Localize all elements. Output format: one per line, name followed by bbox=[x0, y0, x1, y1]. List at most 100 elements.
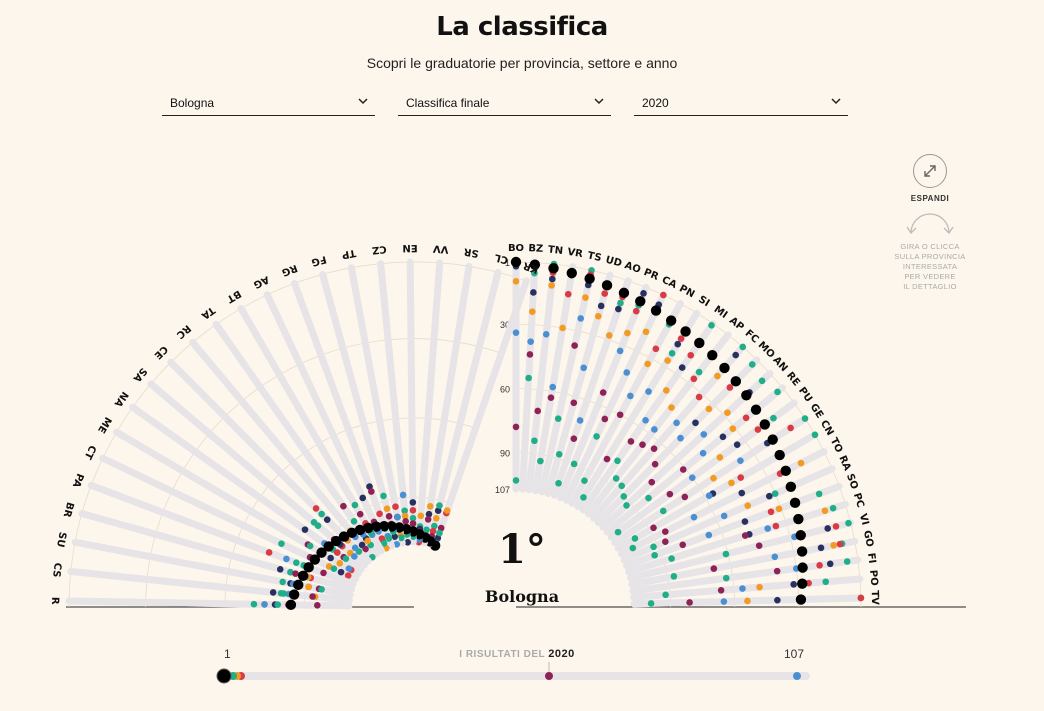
sector-dot[interactable] bbox=[773, 567, 781, 575]
province-bar[interactable] bbox=[626, 519, 855, 582]
final-rank-dot[interactable] bbox=[346, 527, 358, 539]
sector-dot[interactable] bbox=[620, 493, 628, 500]
sector-dot[interactable] bbox=[366, 483, 373, 490]
sector-dot[interactable] bbox=[351, 544, 359, 552]
sector-dot[interactable] bbox=[832, 523, 840, 530]
province-bar[interactable] bbox=[212, 320, 381, 558]
sector-dot[interactable] bbox=[385, 535, 393, 542]
sector-dot[interactable] bbox=[829, 504, 837, 512]
final-rank-dot[interactable] bbox=[719, 362, 730, 374]
province-label[interactable]: FI bbox=[865, 552, 877, 564]
sector-dot[interactable] bbox=[623, 502, 630, 509]
sector-dot[interactable] bbox=[772, 522, 780, 530]
sector-dot[interactable] bbox=[631, 535, 639, 542]
sector-dot[interactable] bbox=[755, 542, 763, 550]
sector-dot[interactable] bbox=[674, 340, 682, 348]
sector-dot[interactable] bbox=[652, 345, 660, 353]
province-label[interactable]: TV bbox=[869, 590, 880, 605]
rank-slider[interactable] bbox=[200, 660, 840, 690]
final-rank-dot[interactable] bbox=[323, 541, 334, 552]
final-rank-dot[interactable] bbox=[680, 326, 691, 337]
sector-dot[interactable] bbox=[531, 437, 538, 445]
province-label[interactable]: BO bbox=[508, 243, 524, 254]
final-rank-dot[interactable] bbox=[584, 273, 595, 284]
sector-dot[interactable] bbox=[351, 501, 359, 509]
sector-dot[interactable] bbox=[327, 554, 334, 562]
final-rank-dot[interactable] bbox=[566, 267, 577, 279]
sector-dot[interactable] bbox=[280, 590, 287, 597]
sector-dot[interactable] bbox=[425, 510, 433, 518]
sector-dot[interactable] bbox=[393, 541, 401, 548]
sector-dot[interactable] bbox=[616, 411, 624, 419]
province-label[interactable]: CL bbox=[493, 251, 510, 265]
sector-dot[interactable] bbox=[362, 545, 369, 553]
sector-dot[interactable] bbox=[774, 388, 781, 396]
sector-dot[interactable] bbox=[744, 597, 751, 605]
sector-dot[interactable] bbox=[737, 457, 744, 464]
sector-dot[interactable] bbox=[279, 578, 286, 586]
sector-dot[interactable] bbox=[845, 519, 852, 527]
sector-dot[interactable] bbox=[717, 586, 725, 594]
sector-dot[interactable] bbox=[764, 525, 771, 532]
sector-dot[interactable] bbox=[742, 414, 750, 422]
sector-dot[interactable] bbox=[250, 600, 258, 608]
sector-dot[interactable] bbox=[554, 415, 562, 423]
sector-dot[interactable] bbox=[650, 445, 658, 452]
sector-dot[interactable] bbox=[650, 543, 657, 551]
province-label[interactable]: TA bbox=[199, 304, 217, 321]
province-label[interactable]: PA bbox=[70, 472, 85, 489]
final-rank-dot[interactable] bbox=[285, 599, 297, 611]
sector-dot[interactable] bbox=[512, 329, 520, 336]
province-label[interactable]: SR bbox=[463, 245, 480, 258]
province-select[interactable]: Bologna bbox=[162, 93, 375, 116]
sector-dot[interactable] bbox=[651, 460, 659, 468]
sector-dot[interactable] bbox=[686, 599, 693, 606]
sector-dot[interactable] bbox=[662, 591, 669, 599]
final-rank-dot[interactable] bbox=[730, 376, 742, 387]
sector-dot[interactable] bbox=[399, 491, 407, 499]
sector-dot[interactable] bbox=[424, 516, 432, 523]
province-label[interactable]: BT bbox=[225, 288, 243, 305]
final-rank-dot[interactable] bbox=[796, 546, 808, 557]
sector-dot[interactable] bbox=[790, 581, 797, 588]
sector-dot[interactable] bbox=[555, 479, 562, 487]
sector-dot[interactable] bbox=[606, 332, 613, 339]
province-label[interactable]: SI bbox=[696, 294, 711, 309]
sector-dot[interactable] bbox=[394, 513, 401, 521]
sector-dot[interactable] bbox=[627, 392, 634, 400]
province-label[interactable]: UD bbox=[604, 255, 623, 270]
sector-dot[interactable] bbox=[857, 594, 865, 602]
province-label[interactable]: AO bbox=[623, 260, 642, 276]
sector-dot[interactable] bbox=[739, 343, 747, 351]
sector-dot[interactable] bbox=[287, 568, 294, 576]
final-rank-dot[interactable] bbox=[288, 589, 300, 600]
final-rank-dot[interactable] bbox=[371, 521, 382, 532]
final-rank-dot[interactable] bbox=[789, 497, 801, 509]
sector-dot[interactable] bbox=[512, 277, 520, 285]
sector-dot[interactable] bbox=[537, 457, 544, 465]
sector-dot[interactable] bbox=[265, 549, 273, 556]
sector-dot[interactable] bbox=[380, 492, 387, 500]
sector-dot[interactable] bbox=[402, 517, 409, 525]
province-bar[interactable] bbox=[415, 259, 444, 546]
sector-dot[interactable] bbox=[756, 583, 763, 591]
sector-dot[interactable] bbox=[775, 505, 783, 513]
sector-dot[interactable] bbox=[593, 433, 600, 440]
province-label[interactable]: NA bbox=[112, 389, 130, 409]
sector-dot[interactable] bbox=[627, 438, 635, 445]
sector-dot[interactable] bbox=[525, 374, 532, 382]
province-label[interactable]: PC bbox=[851, 492, 866, 509]
sector-dot[interactable] bbox=[261, 601, 268, 608]
province-bar[interactable] bbox=[71, 538, 354, 599]
sector-dot[interactable] bbox=[708, 322, 715, 329]
sector-dot[interactable] bbox=[728, 479, 735, 487]
final-rank-dot[interactable] bbox=[759, 419, 771, 430]
sector-dot[interactable] bbox=[559, 324, 566, 332]
sector-dot[interactable] bbox=[404, 539, 412, 546]
sector-dot[interactable] bbox=[687, 351, 695, 359]
sector-dot[interactable] bbox=[640, 290, 647, 297]
province-bar[interactable] bbox=[237, 304, 385, 555]
sector-dot[interactable] bbox=[364, 537, 371, 545]
sector-dot[interactable] bbox=[787, 424, 794, 432]
sector-dot[interactable] bbox=[720, 598, 728, 605]
